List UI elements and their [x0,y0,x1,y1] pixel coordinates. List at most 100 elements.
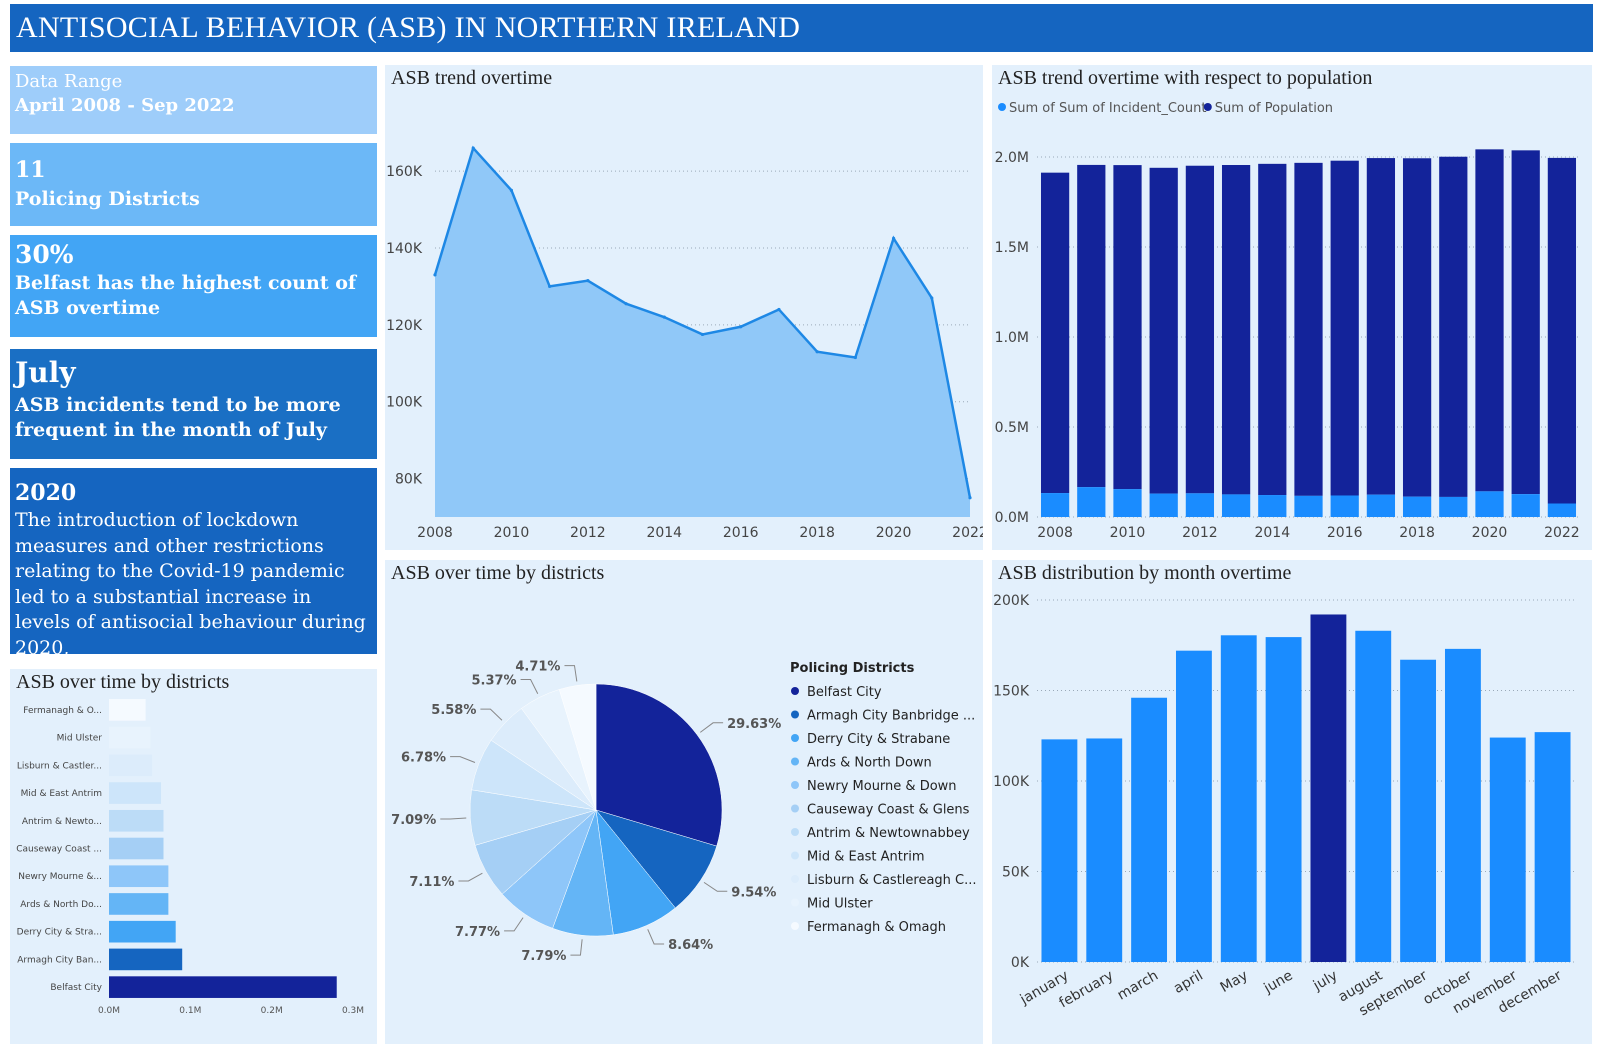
trend-point [662,315,666,319]
kpi-districts: 11 Policing Districts [10,143,377,226]
pop-x-tick: 2016 [1327,525,1363,541]
month-bar [1444,648,1481,962]
month-bar [1400,659,1437,962]
kpi-belfast: 30% Belfast has the highest count of ASB… [10,235,377,337]
trend-x-tick: 2012 [570,525,606,541]
trend-title: ASB trend overtime [391,67,553,89]
kpi-month-value: July [15,356,76,389]
pie-slice [595,809,718,909]
pie-legend-title: Policing Districts [790,661,915,676]
kpi-covid-value: 2020 [15,480,77,506]
trend-point [624,302,628,306]
pie-leader [458,872,483,882]
trend-point [968,496,972,500]
district-bar [109,865,169,888]
pie-label: 8.64% [668,938,713,953]
pie-legend-marker [791,710,799,719]
trend-y-tick: 140K [386,241,423,257]
kpi-districts-value: 11 [15,157,46,183]
population-bar [1258,163,1287,496]
population-bar [1547,157,1577,504]
pie-label: 4.71% [515,660,560,675]
pie-label: 5.58% [431,703,476,718]
trend-panel: ASB trend overtime 80K 100K 120K 140K 160K 20… [385,65,988,550]
month-x-tick: May [1218,968,1251,996]
kpi-month: July ASB incidents tend to be more frequ… [10,349,377,459]
trend-point [930,296,934,300]
incident-bar [1439,496,1468,517]
pie-leader [703,881,728,892]
trend-point [815,350,819,354]
pop-x-tick: 2022 [1544,525,1580,541]
pop-y-tick: 1.5M [995,240,1029,256]
trend-point [433,273,437,277]
pie-leader [520,678,539,695]
pie-leader [480,708,503,721]
pie-legend-label: Belfast City [807,685,882,700]
incident-bar [1221,494,1251,517]
trend-y-tick: 160K [386,164,423,180]
kpi-covid: 2020 The introduction of lockdown measur… [10,468,377,659]
pop-x-tick: 2010 [1110,525,1146,541]
pie-label: 5.37% [471,673,516,688]
pop-y-tick: 1.0M [995,330,1029,346]
trend-x-tick: 2018 [799,525,835,541]
month-y-tick: 150K [993,684,1030,700]
pie-legend-marker [791,851,799,860]
population-bar [1511,150,1540,495]
pie-legend-label: Armagh City Banbridge ... [807,709,975,724]
district-bar [109,893,169,915]
pie-leader [699,722,724,733]
district-label: Antrim & Newto... [22,817,102,827]
trend-y-tick: 100K [386,395,423,411]
incident-bar [1185,493,1215,517]
incident-bar [1149,493,1178,517]
districts-panel: ASB over time by districts Fermanagh & O… [10,669,377,1044]
pop-x-tick: 2018 [1399,525,1435,541]
kpi-data-range-label: Data Range [15,71,123,92]
district-bar [109,726,151,749]
month-bar [1220,635,1257,962]
incident-bar [1475,491,1504,517]
trend-x-tick: 2022 [952,525,983,541]
trend-y-tick: 120K [386,318,423,334]
pie-leader [450,756,476,763]
population-title: ASB trend overtime with respect to popul… [998,67,1373,89]
month-y-tick: 0K [1011,955,1030,971]
pie-leader [504,917,524,932]
district-x-tick: 0.1M [179,1006,201,1016]
trend-x-tick: 2016 [723,525,759,541]
pie-label: 7.09% [391,813,436,828]
pie-legend-label: Antrim & Newtownabbey [807,826,970,841]
pie-legend-label: Ards & North Down [807,756,932,771]
district-label: Fermanagh & O... [23,706,102,716]
population-bar [1366,158,1396,495]
pie-label: 9.54% [731,885,776,900]
trend-point [586,279,590,283]
pie-legend-marker [791,898,799,907]
population-bar [1185,165,1215,494]
month-bar [1310,614,1347,962]
month-bar [1489,737,1526,962]
population-panel: ASB trend overtime with respect to popul… [992,65,1592,550]
month-x-tick: june [1261,968,1296,997]
pie-legend-marker [791,875,799,883]
pie-legend-marker [791,804,799,813]
month-bar [1175,650,1212,962]
month-panel: ASB distribution by month overtime 0K 50K… [992,560,1592,1044]
district-bar [109,976,337,998]
district-label: Armagh City Ban... [17,955,102,965]
district-bar [109,754,153,777]
pop-y-tick: 0.5M [995,420,1029,436]
pie-title: ASB over time by districts [391,562,605,584]
legend-marker [998,103,1006,111]
trend-point [777,307,781,312]
month-y-tick: 200K [993,593,1030,609]
incident-bar [1294,495,1323,517]
population-bar [1330,160,1359,496]
district-label: Mid & East Antrim [21,789,102,799]
incident-bar [1258,495,1287,517]
pie-legend-marker [791,757,799,766]
population-bar [1294,162,1323,496]
legend-label: Sum of Population [1215,101,1333,116]
